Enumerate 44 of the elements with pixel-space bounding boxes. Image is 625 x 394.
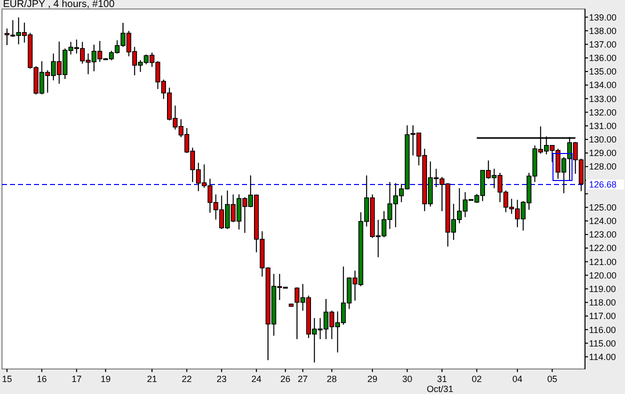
text: Oct/31 bbox=[426, 384, 454, 394]
ref-line-label: 126.68 bbox=[589, 180, 617, 190]
chart-title: EUR/JPY , 4 hours, #100 bbox=[3, 0, 115, 10]
x-tick-label: 22 bbox=[182, 374, 192, 384]
y-tick-label: 133.00 bbox=[589, 94, 617, 104]
y-tick-label: 116.00 bbox=[589, 324, 616, 335]
x-tick-label: 31 bbox=[436, 374, 448, 384]
x-tick-label: 19 bbox=[100, 374, 111, 384]
y-tick-label: 118.00 bbox=[589, 298, 616, 308]
x-tick-label: 05 bbox=[547, 374, 558, 384]
x-tick-label: 28 bbox=[326, 374, 337, 384]
x-tick-label: 27 bbox=[298, 374, 308, 384]
x-tick-label: 17 bbox=[72, 374, 82, 384]
y-tick-label: 115.00 bbox=[589, 338, 616, 348]
y-tick-label: 138.00 bbox=[589, 26, 617, 36]
y-tick-label: 135.00 bbox=[589, 66, 617, 77]
x-tick-label: 21 bbox=[146, 374, 158, 384]
y-tick-label: 132.00 bbox=[589, 107, 617, 118]
x-tick-label: 29 bbox=[367, 374, 378, 384]
x-tick-label: 23 bbox=[216, 374, 227, 384]
y-tick-label: 139.00 bbox=[589, 12, 617, 22]
y-tick-label: 137.00 bbox=[589, 39, 617, 50]
x-tick-label: 04 bbox=[512, 374, 522, 384]
x-tick-label: 26 bbox=[280, 374, 290, 384]
y-tick-label: 123.00 bbox=[589, 230, 617, 240]
y-tick-label: 121.00 bbox=[589, 256, 617, 267]
x-tick-label: 02 bbox=[472, 374, 482, 384]
y-tick-label: 117.00 bbox=[589, 311, 616, 322]
y-tick-label: 120.00 bbox=[589, 270, 617, 280]
y-tick-label: 125.00 bbox=[589, 202, 617, 212]
y-tick-label: 114.00 bbox=[589, 352, 616, 362]
y-tick-label: 122.00 bbox=[589, 243, 617, 254]
y-tick-label: 130.00 bbox=[589, 134, 617, 145]
x-tick-label: 24 bbox=[251, 374, 262, 384]
y-tick-label: 131.00 bbox=[589, 120, 617, 131]
y-tick-label: 129.00 bbox=[589, 148, 617, 158]
x-tick-label: 15 bbox=[2, 374, 12, 384]
y-tick-label: 128.00 bbox=[589, 162, 617, 172]
x-tick-label: 30 bbox=[402, 374, 412, 384]
x-tick-label: 16 bbox=[36, 374, 47, 384]
y-tick-label: 134.00 bbox=[589, 80, 617, 90]
y-tick-label: 124.00 bbox=[589, 216, 617, 226]
y-tick-label: 136.00 bbox=[589, 53, 617, 64]
y-tick-label: 119.00 bbox=[589, 284, 616, 294]
